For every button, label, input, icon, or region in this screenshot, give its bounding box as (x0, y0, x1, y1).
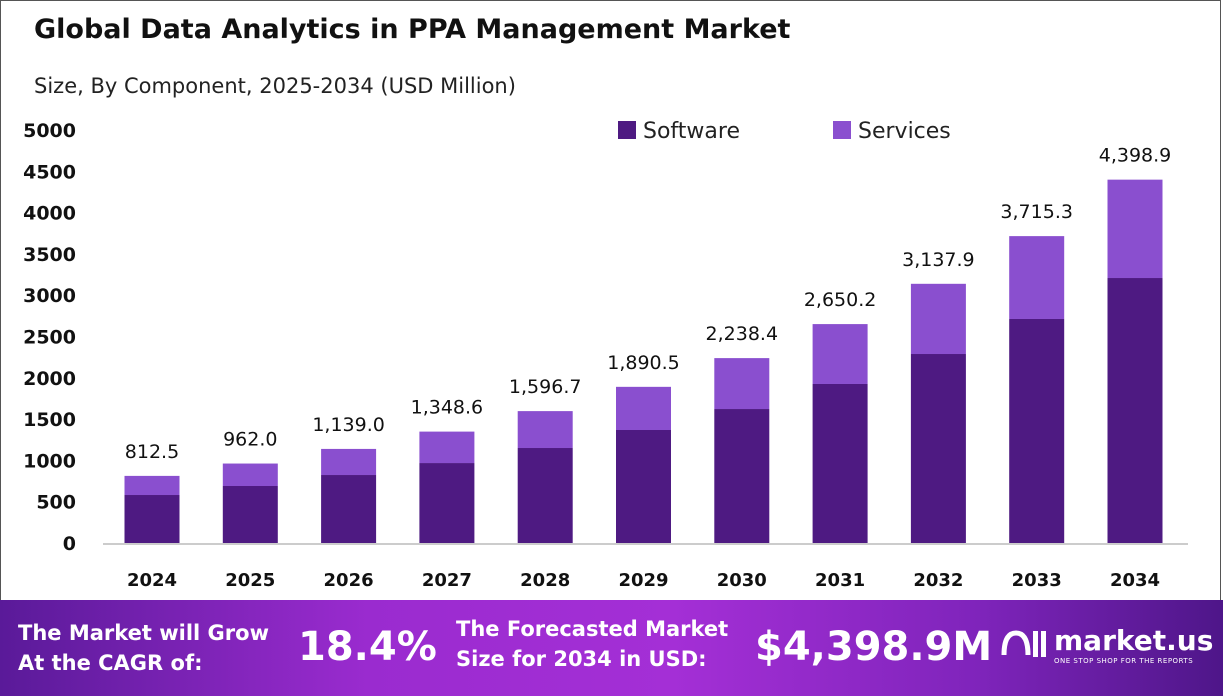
x-tick-label: 2034 (1110, 570, 1160, 591)
chart-subtitle: Size, By Component, 2025-2034 (USD Milli… (34, 74, 516, 98)
legend-label-software: Software (643, 119, 740, 144)
bar-services-2031 (812, 324, 868, 384)
y-tick-label: 5000 (23, 120, 76, 142)
data-label: 4,398.9 (1099, 145, 1172, 167)
cagr-label-line2: At the CAGR of: (18, 651, 203, 675)
forecast-label-line2: Size for 2034 in USD: (456, 647, 707, 671)
y-tick-label: 4500 (23, 161, 76, 183)
forecast-label-line1: The Forecasted Market (456, 617, 729, 641)
bar-services-2034 (1107, 179, 1163, 279)
bar-services-2032 (910, 283, 966, 355)
bar-software-2033 (1009, 318, 1065, 543)
marketus-logo: market.us ONE STOP SHOP FOR THE REPORTS (1000, 624, 1213, 665)
y-tick-label: 1500 (23, 409, 76, 431)
y-tick-label: 3000 (23, 285, 76, 307)
data-label: 3,715.3 (1000, 201, 1073, 223)
data-label: 1,139.0 (312, 414, 385, 436)
forecast-value: $4,398.9M (755, 624, 993, 670)
bar-services-2027 (419, 431, 475, 464)
cagr-label: The Market will Grow At the CAGR of: (18, 618, 269, 678)
data-label: 1,890.5 (607, 352, 680, 374)
bar-software-2034 (1107, 278, 1163, 543)
bar-software-2029 (616, 430, 671, 543)
y-tick-label: 2500 (23, 327, 76, 349)
legend-swatch-software (618, 121, 636, 139)
x-tick-label: 2027 (422, 570, 472, 591)
footer-banner: The Market will Grow At the CAGR of: 18.… (0, 600, 1223, 696)
data-label: 1,348.6 (411, 397, 484, 419)
x-tick-label: 2030 (717, 570, 767, 591)
chart-title: Global Data Analytics in PPA Management … (34, 14, 791, 45)
bar-software-2030 (714, 409, 770, 543)
bar-services-2026 (321, 448, 377, 476)
bar-software-2031 (812, 383, 868, 543)
y-tick-label: 3500 (23, 244, 76, 266)
y-tick-label: 2000 (23, 368, 76, 390)
bar-software-2027 (419, 463, 475, 543)
y-tick-label: 1000 (23, 450, 76, 472)
cagr-value: 18.4% (298, 624, 437, 670)
x-tick-label: 2025 (225, 570, 275, 591)
bar-services-2029 (616, 386, 671, 431)
bar-software-2025 (222, 486, 278, 543)
bar-services-2030 (714, 358, 770, 410)
logo-name: market.us (1054, 624, 1214, 657)
bar-chart: 0 500 1000 1500 2000 2500 3000 3500 4000 4500 5000… (23, 119, 1188, 591)
bar-services-2033 (1009, 236, 1065, 319)
y-tick-label: 4000 (23, 203, 76, 225)
logo-tagline: ONE STOP SHOP FOR THE REPORTS (1054, 657, 1194, 665)
data-label: 962.0 (223, 429, 277, 451)
cagr-label-line1: The Market will Grow (18, 621, 269, 645)
bar-software-2026 (321, 475, 377, 543)
y-tick-label: 0 (63, 533, 76, 555)
data-label: 2,238.4 (706, 323, 779, 345)
bar-software-2028 (517, 448, 573, 543)
x-tick-label: 2031 (815, 570, 865, 591)
x-tick-label: 2029 (618, 570, 668, 591)
bar-software-2024 (124, 495, 180, 543)
x-tick-label: 2028 (520, 570, 570, 591)
logo-icon (1001, 629, 1046, 657)
x-tick-label: 2026 (324, 570, 374, 591)
data-label: 3,137.9 (902, 249, 975, 271)
bar-services-2025 (222, 463, 278, 487)
chart-frame (0, 0, 1221, 600)
bar-services-2024 (124, 475, 180, 496)
bar-software-2032 (910, 354, 966, 543)
x-tick-label: 2024 (127, 570, 177, 591)
legend-swatch-services (833, 121, 851, 139)
bar-services-2028 (517, 411, 573, 449)
forecast-label: The Forecasted Market Size for 2034 in U… (456, 614, 728, 674)
y-tick-label: 500 (36, 492, 76, 514)
x-tick-label: 2032 (913, 570, 963, 591)
data-label: 812.5 (125, 441, 179, 463)
legend-label-services: Services (858, 119, 951, 144)
data-label: 2,650.2 (804, 289, 877, 311)
x-tick-label: 2033 (1012, 570, 1062, 591)
data-label: 1,596.7 (509, 376, 582, 398)
